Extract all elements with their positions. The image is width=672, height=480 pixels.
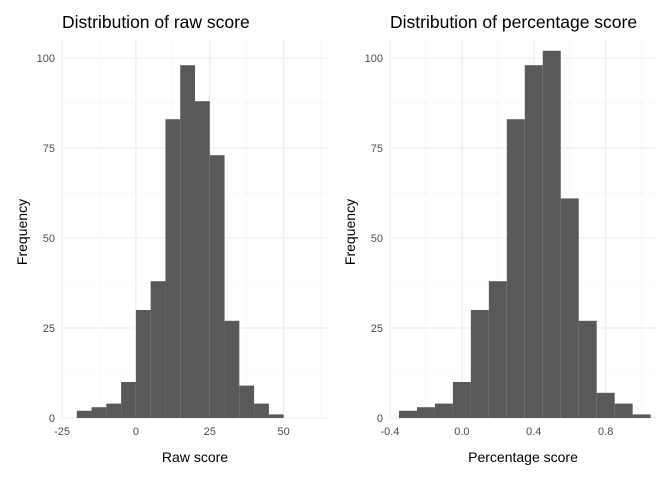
x-tick-label: 0.4 (526, 426, 541, 438)
y-tick-label: 50 (371, 233, 383, 245)
bars (398, 50, 651, 419)
histogram-bar (195, 101, 210, 418)
y-tick-label: 75 (43, 143, 55, 155)
histogram-bar (542, 50, 561, 419)
x-axis-label: Percentage score (468, 449, 578, 465)
x-tick-label: -25 (54, 426, 70, 438)
y-tick-labels: 0 25 50 75 100 (365, 53, 383, 425)
histogram-bar (165, 119, 181, 418)
histogram-bar (239, 385, 255, 418)
x-tick-labels: -0.4 0.0 0.4 0.8 (381, 426, 614, 438)
x-tick-label: -0.4 (381, 426, 400, 438)
y-axis-label: Frequency (342, 199, 358, 265)
histogram-bar (268, 414, 284, 418)
histogram-bar (614, 403, 633, 418)
x-tick-label: 0 (133, 426, 139, 438)
histogram-bar (452, 382, 471, 418)
x-tick-labels: -25 0 25 50 (54, 426, 290, 438)
histogram-bar (560, 198, 579, 418)
histogram-bar (121, 382, 136, 418)
y-tick-label: 50 (43, 233, 55, 245)
histogram-bar (91, 407, 107, 418)
chart-title: Distribution of percentage score (390, 12, 637, 32)
histogram-bar (416, 407, 435, 418)
histogram-bar (209, 155, 225, 418)
x-tick-label: 50 (278, 426, 290, 438)
x-tick-label: 0.0 (454, 426, 469, 438)
x-axis-label: Raw score (162, 449, 228, 465)
y-tick-labels: 0 25 50 75 100 (37, 53, 55, 425)
y-tick-label: 25 (371, 323, 383, 335)
y-tick-label: 0 (377, 413, 383, 425)
y-tick-label: 25 (43, 323, 55, 335)
histogram-bar (106, 403, 122, 418)
y-tick-label: 0 (49, 413, 55, 425)
histogram-bar (506, 119, 525, 418)
histogram-bar (76, 410, 92, 418)
histogram-bar (632, 414, 651, 418)
y-tick-label: 100 (37, 53, 55, 65)
histogram-bar (135, 310, 151, 418)
histogram-bar (180, 65, 195, 418)
histogram-bar (524, 65, 543, 418)
raw-score-histogram: Distribution of raw score Raw score Freq… (14, 12, 328, 465)
chart-title: Distribution of raw score (62, 12, 250, 32)
x-tick-label: 0.8 (598, 426, 613, 438)
histogram-bar (254, 403, 269, 418)
histogram-bar (596, 392, 615, 418)
histogram-bar (578, 320, 597, 418)
percentage-score-histogram: Distribution of percentage score Percent… (342, 12, 656, 465)
histogram-bar (488, 281, 507, 418)
x-tick-label: 25 (204, 426, 216, 438)
bars (76, 65, 284, 418)
histogram-bar (150, 281, 166, 418)
histogram-bar (224, 320, 240, 418)
y-axis-label: Frequency (14, 199, 30, 265)
y-tick-label: 75 (371, 143, 383, 155)
histogram-bar (470, 310, 489, 418)
histogram-bar (434, 403, 453, 418)
histogram-bar (398, 410, 417, 418)
y-tick-label: 100 (365, 53, 383, 65)
